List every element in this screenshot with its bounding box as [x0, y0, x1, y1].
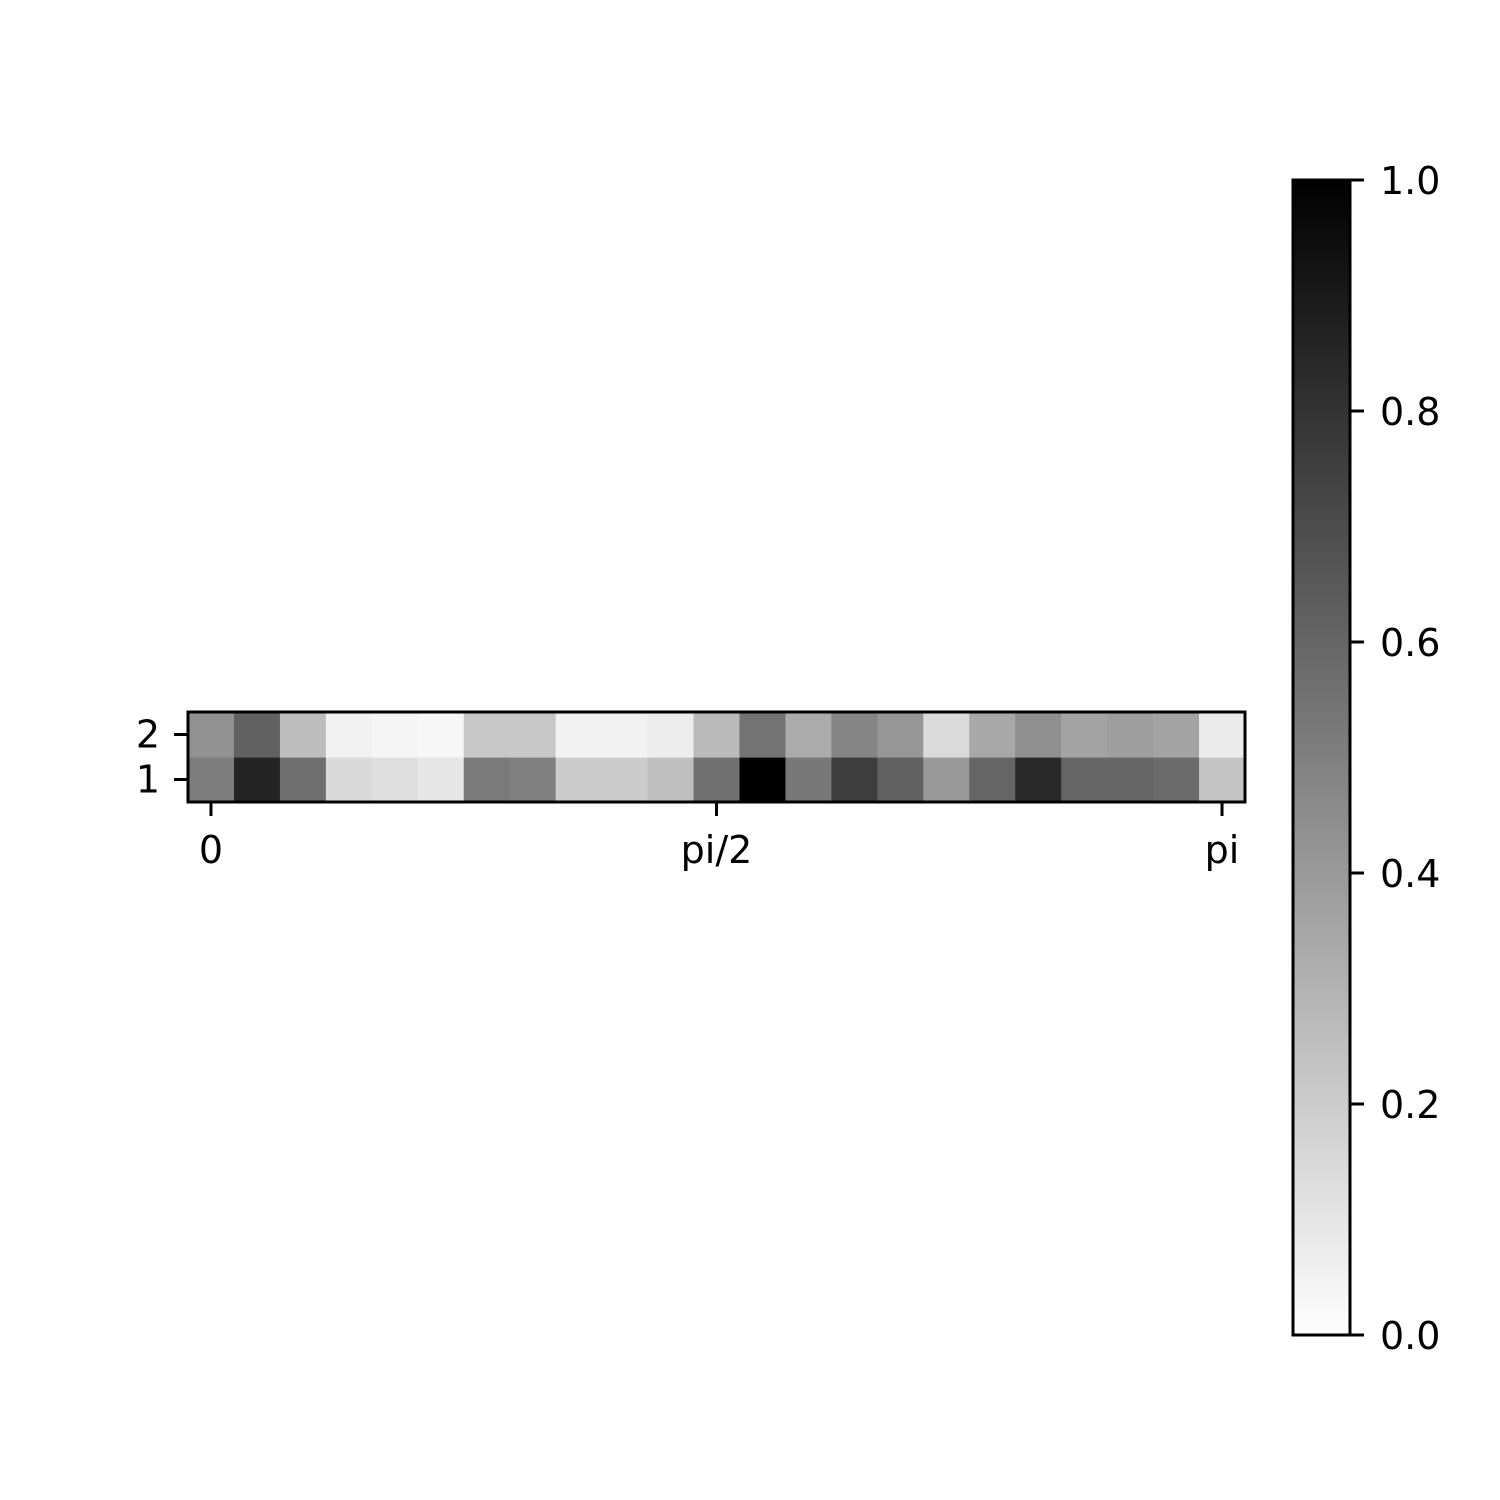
colorbar: 0.0 0.2 0.4 0.6 0.8 1.0 [1291, 159, 1440, 1358]
heatmap-cell-r1-c19 [1061, 757, 1108, 803]
heatmap-cell-r1-c3 [325, 757, 373, 803]
heatmap-cell-r2-c14 [831, 712, 878, 758]
colorbar-tick-label-2: 0.4 [1380, 852, 1440, 896]
y-tick-label-1: 2 [136, 713, 160, 757]
heatmap-cell-r2-c5 [417, 712, 465, 758]
y-tick-label-0: 1 [136, 758, 160, 802]
x-tick-label-2: pi [1205, 828, 1240, 872]
heatmap-cell-r2-c2 [279, 712, 327, 758]
heatmap-cell-r1-c4 [371, 757, 419, 803]
colorbar-tick-label-5: 1.0 [1380, 159, 1440, 203]
heatmap-cell-r2-c1 [233, 712, 281, 758]
heatmap-cell-r1-c0 [188, 757, 235, 803]
heatmap-cell-r2-c8 [555, 712, 603, 758]
heatmap-cell-r1-c17 [969, 757, 1016, 803]
heatmap-cell-r1-c7 [509, 757, 557, 803]
heatmap-cell-r1-c2 [279, 757, 327, 803]
heatmap-cell-r1-c10 [647, 757, 695, 803]
heatmap-cell-r2-c4 [371, 712, 419, 758]
colorbar-frame [1291, 178, 1352, 1337]
x-tick-label-1: pi/2 [681, 828, 753, 872]
heatmap-cell-r1-c14 [831, 757, 878, 803]
x-axis: 0 pi/2 pi [199, 802, 1239, 872]
heatmap-cell-r2-c6 [463, 712, 511, 758]
colorbar-tick-label-3: 0.6 [1380, 621, 1440, 665]
heatmap-cell-r1-c13 [785, 757, 832, 803]
heatmap-cell-r1-c8 [555, 757, 603, 803]
heatmap-cells [188, 712, 1246, 803]
heatmap-cell-r2-c13 [785, 712, 832, 758]
colorbar-tick-label-4: 0.8 [1380, 390, 1440, 434]
heatmap-cell-r2-c20 [1107, 712, 1154, 758]
colorbar-tick-label-0: 0.0 [1380, 1314, 1440, 1358]
heatmap-cell-r1-c12 [739, 757, 787, 803]
heatmap-cell-r2-c19 [1061, 712, 1108, 758]
heatmap-cell-r2-c3 [325, 712, 373, 758]
heatmap-cell-r2-c12 [739, 712, 787, 758]
heatmap-cell-r1-c9 [601, 757, 649, 803]
heatmap-cell-r2-c11 [693, 712, 741, 758]
heatmap-cell-r1-c5 [417, 757, 465, 803]
heatmap-cell-r1-c11 [693, 757, 741, 803]
y-axis: 12 [136, 713, 188, 802]
heatmap-cell-r1-c18 [1015, 757, 1062, 803]
heatmap-cell-r2-c16 [923, 712, 970, 758]
heatmap-cell-r1-c1 [233, 757, 281, 803]
heatmap-cell-r2-c18 [1015, 712, 1062, 758]
heatmap-cell-r1-c16 [923, 757, 970, 803]
heatmap-cell-r2-c9 [601, 712, 649, 758]
colorbar-tick-label-1: 0.2 [1380, 1083, 1440, 1127]
heatmap-cell-r2-c7 [509, 712, 557, 758]
heatmap-cell-r1-c6 [463, 757, 511, 803]
heatmap-cell-r1-c15 [877, 757, 924, 803]
heatmap-cell-r1-c21 [1153, 757, 1200, 803]
heatmap-cell-r2-c0 [188, 712, 235, 758]
colorbar-gradient [1293, 180, 1350, 1335]
heatmap-cell-r1-c22 [1199, 757, 1246, 803]
heatmap-cell-r2-c22 [1199, 712, 1246, 758]
x-tick-label-0: 0 [199, 828, 223, 872]
heatmap-cell-r2-c21 [1153, 712, 1200, 758]
heatmap-cell-r2-c10 [647, 712, 695, 758]
heatmap-cell-r2-c15 [877, 712, 924, 758]
heatmap-cell-r2-c17 [969, 712, 1016, 758]
heatmap-cell-r1-c20 [1107, 757, 1154, 803]
